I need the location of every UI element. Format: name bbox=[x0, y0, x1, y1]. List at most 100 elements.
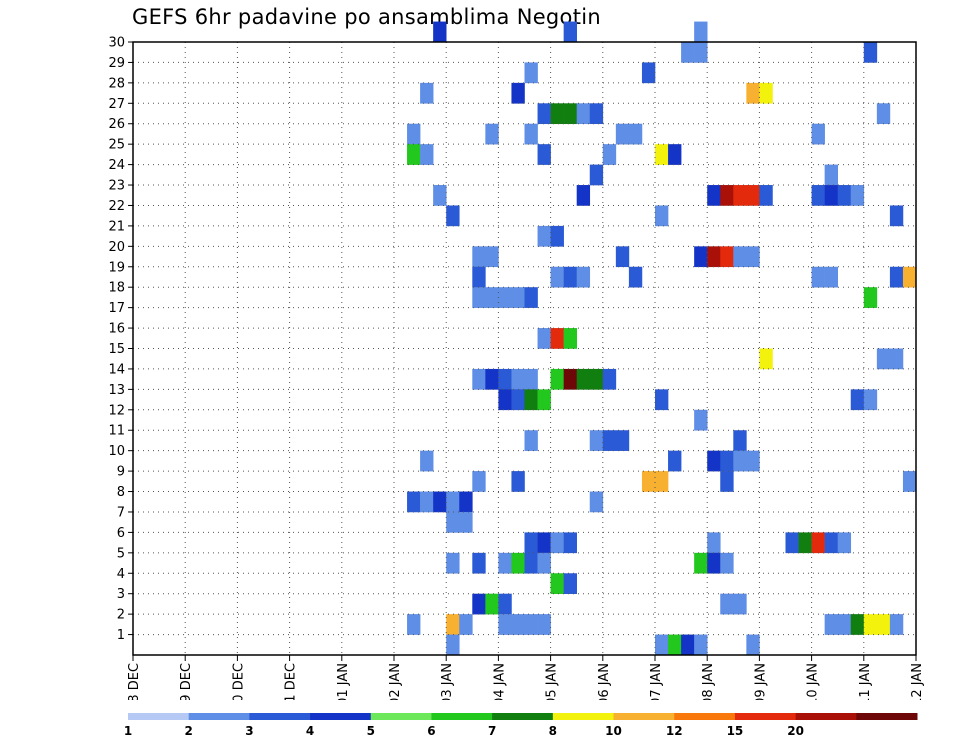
colorbar-label: 4 bbox=[306, 724, 314, 738]
y-tick-label: 24 bbox=[108, 158, 125, 173]
heatmap-cell bbox=[824, 614, 838, 635]
heatmap-plot: 1234567891011121314151617181920212223242… bbox=[108, 21, 925, 700]
heatmap-cell bbox=[720, 246, 734, 268]
heatmap-cell bbox=[524, 123, 538, 145]
x-tick-label: 29 DEC bbox=[179, 663, 194, 700]
heatmap-cell bbox=[641, 62, 656, 84]
heatmap-cell bbox=[628, 266, 643, 288]
x-tick-label: 28 DEC bbox=[127, 663, 142, 700]
heatmap-cell bbox=[550, 103, 564, 125]
heatmap-cell bbox=[720, 552, 734, 574]
colorbar-label: 6 bbox=[427, 724, 435, 738]
heatmap-cell bbox=[563, 532, 577, 554]
colorbar-swatch bbox=[249, 713, 311, 720]
x-tick-label: 30 DEC bbox=[231, 663, 246, 700]
y-tick-label: 28 bbox=[108, 76, 125, 91]
colorbar-swatch bbox=[431, 713, 493, 720]
heatmap-cell bbox=[524, 552, 538, 574]
heatmap-cell bbox=[707, 185, 721, 206]
heatmap-cell bbox=[668, 450, 682, 472]
heatmap-cell bbox=[498, 287, 512, 308]
heatmap-cell bbox=[589, 491, 604, 513]
colorbar-swatch bbox=[613, 713, 675, 720]
heatmap-cell bbox=[524, 430, 538, 451]
y-tick-label: 13 bbox=[108, 383, 125, 398]
heatmap-cell bbox=[615, 123, 630, 145]
heatmap-cell bbox=[498, 389, 512, 411]
heatmap-cell bbox=[576, 103, 591, 125]
heatmap-cell bbox=[889, 614, 904, 635]
heatmap-cell bbox=[850, 389, 865, 411]
y-tick-label: 8 bbox=[117, 485, 125, 500]
heatmap-cell bbox=[655, 205, 669, 227]
heatmap-cell bbox=[420, 491, 434, 513]
heatmap-cell bbox=[876, 614, 891, 635]
heatmap-cell bbox=[798, 532, 812, 554]
y-tick-label: 4 bbox=[117, 567, 125, 582]
colorbar-label: 10 bbox=[605, 724, 622, 738]
heatmap-cell bbox=[746, 246, 760, 268]
heatmap-cell bbox=[563, 368, 577, 390]
heatmap-cell bbox=[837, 532, 852, 554]
heatmap-cell bbox=[407, 144, 421, 165]
heatmap-cell bbox=[876, 348, 891, 370]
heatmap-cell bbox=[537, 328, 551, 349]
y-tick-label: 20 bbox=[108, 240, 125, 255]
heatmap-cell bbox=[602, 144, 617, 165]
heatmap-cell bbox=[498, 614, 512, 635]
heatmap-cell bbox=[472, 593, 486, 615]
heatmap-cell bbox=[537, 614, 551, 635]
heatmap-cell bbox=[433, 491, 447, 513]
heatmap-cell bbox=[537, 103, 551, 125]
heatmap-cell bbox=[524, 368, 538, 390]
y-tick-label: 26 bbox=[108, 117, 125, 132]
heatmap-cell bbox=[824, 185, 838, 206]
heatmap-cell bbox=[811, 532, 825, 554]
grid-lines bbox=[133, 42, 916, 655]
heatmap-cell bbox=[472, 471, 486, 492]
heatmap-cell bbox=[759, 185, 773, 206]
y-tick-label: 15 bbox=[108, 342, 125, 357]
heatmap-cell bbox=[759, 348, 773, 370]
heatmap-cell bbox=[694, 552, 708, 574]
x-tick-label: 08 JAN bbox=[701, 663, 716, 700]
heatmap-cell bbox=[589, 430, 604, 451]
colorbar-label: 2 bbox=[185, 724, 193, 738]
y-tick-label: 9 bbox=[117, 465, 125, 480]
y-tick-label: 30 bbox=[108, 36, 125, 51]
heatmap-cell bbox=[746, 450, 760, 472]
x-tick-label: 06 JAN bbox=[597, 663, 612, 700]
heatmap-cell bbox=[902, 266, 917, 288]
colorbar-swatch bbox=[674, 713, 736, 720]
y-tick-label: 16 bbox=[108, 322, 125, 337]
colorbar-label: 1 bbox=[124, 724, 132, 738]
heatmap-cell bbox=[655, 389, 669, 411]
y-tick-label: 14 bbox=[108, 362, 125, 377]
heatmap-cell bbox=[889, 205, 904, 227]
heatmap-cell bbox=[889, 266, 904, 288]
heatmap-cell bbox=[407, 614, 421, 635]
heatmap-cell bbox=[824, 164, 838, 186]
heatmap-cell bbox=[446, 205, 460, 227]
heatmap-cell bbox=[811, 266, 825, 288]
heatmap-cell bbox=[459, 491, 473, 513]
heatmap-cell bbox=[550, 266, 564, 288]
heatmap-cell bbox=[733, 430, 747, 451]
colorbar-swatch bbox=[310, 713, 372, 720]
heatmap-cell bbox=[602, 368, 617, 390]
heatmap-cell bbox=[811, 185, 825, 206]
y-tick-label: 12 bbox=[108, 403, 125, 418]
x-tick-label: 12 JAN bbox=[910, 663, 925, 700]
heatmap-cell bbox=[602, 430, 617, 451]
heatmap-cell bbox=[707, 450, 721, 472]
heatmap-cell bbox=[511, 614, 525, 635]
y-tick-label: 1 bbox=[117, 628, 125, 643]
colorbar-swatch bbox=[795, 713, 857, 720]
heatmap-cell bbox=[537, 532, 551, 554]
x-tick-label: 01 JAN bbox=[336, 663, 351, 700]
heatmap-cell bbox=[824, 266, 838, 288]
heatmap-cell bbox=[811, 123, 825, 145]
heatmap-cell bbox=[485, 368, 499, 390]
x-tick-label: 03 JAN bbox=[440, 663, 455, 700]
